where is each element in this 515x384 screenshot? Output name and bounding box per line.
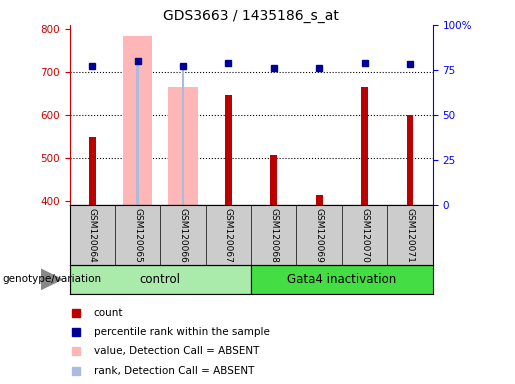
Bar (316, 195, 322, 205)
Text: GSM120066: GSM120066 (179, 209, 187, 263)
Bar (136, 61, 139, 205)
Text: percentile rank within the sample: percentile rank within the sample (94, 327, 269, 337)
Bar (89, 137, 96, 205)
Bar (70, 265, 251, 294)
Text: GSM120068: GSM120068 (269, 209, 278, 263)
Text: control: control (140, 273, 181, 286)
Text: value, Detection Call = ABSENT: value, Detection Call = ABSENT (94, 346, 259, 356)
Text: Gata4 inactivation: Gata4 inactivation (287, 273, 397, 286)
Bar (123, 36, 152, 205)
Text: GSM120065: GSM120065 (133, 209, 142, 263)
Polygon shape (41, 270, 62, 290)
Text: count: count (94, 308, 123, 318)
Text: GSM120070: GSM120070 (360, 209, 369, 263)
Bar (168, 87, 198, 205)
Bar (251, 265, 455, 294)
Text: rank, Detection Call = ABSENT: rank, Detection Call = ABSENT (94, 366, 254, 376)
Bar (361, 87, 368, 205)
Bar (406, 115, 414, 205)
Text: GSM120069: GSM120069 (315, 209, 323, 263)
Bar (182, 67, 184, 205)
Title: GDS3663 / 1435186_s_at: GDS3663 / 1435186_s_at (163, 8, 339, 23)
Text: GSM120064: GSM120064 (88, 209, 97, 263)
Text: GSM120067: GSM120067 (224, 209, 233, 263)
Text: GSM120071: GSM120071 (405, 209, 415, 263)
Bar (225, 94, 232, 205)
Text: genotype/variation: genotype/variation (3, 274, 101, 285)
Bar (270, 155, 277, 205)
